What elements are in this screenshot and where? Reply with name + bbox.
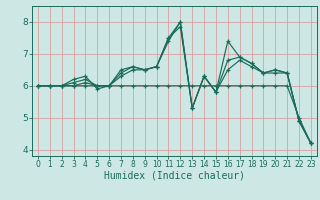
X-axis label: Humidex (Indice chaleur): Humidex (Indice chaleur) bbox=[104, 171, 245, 181]
